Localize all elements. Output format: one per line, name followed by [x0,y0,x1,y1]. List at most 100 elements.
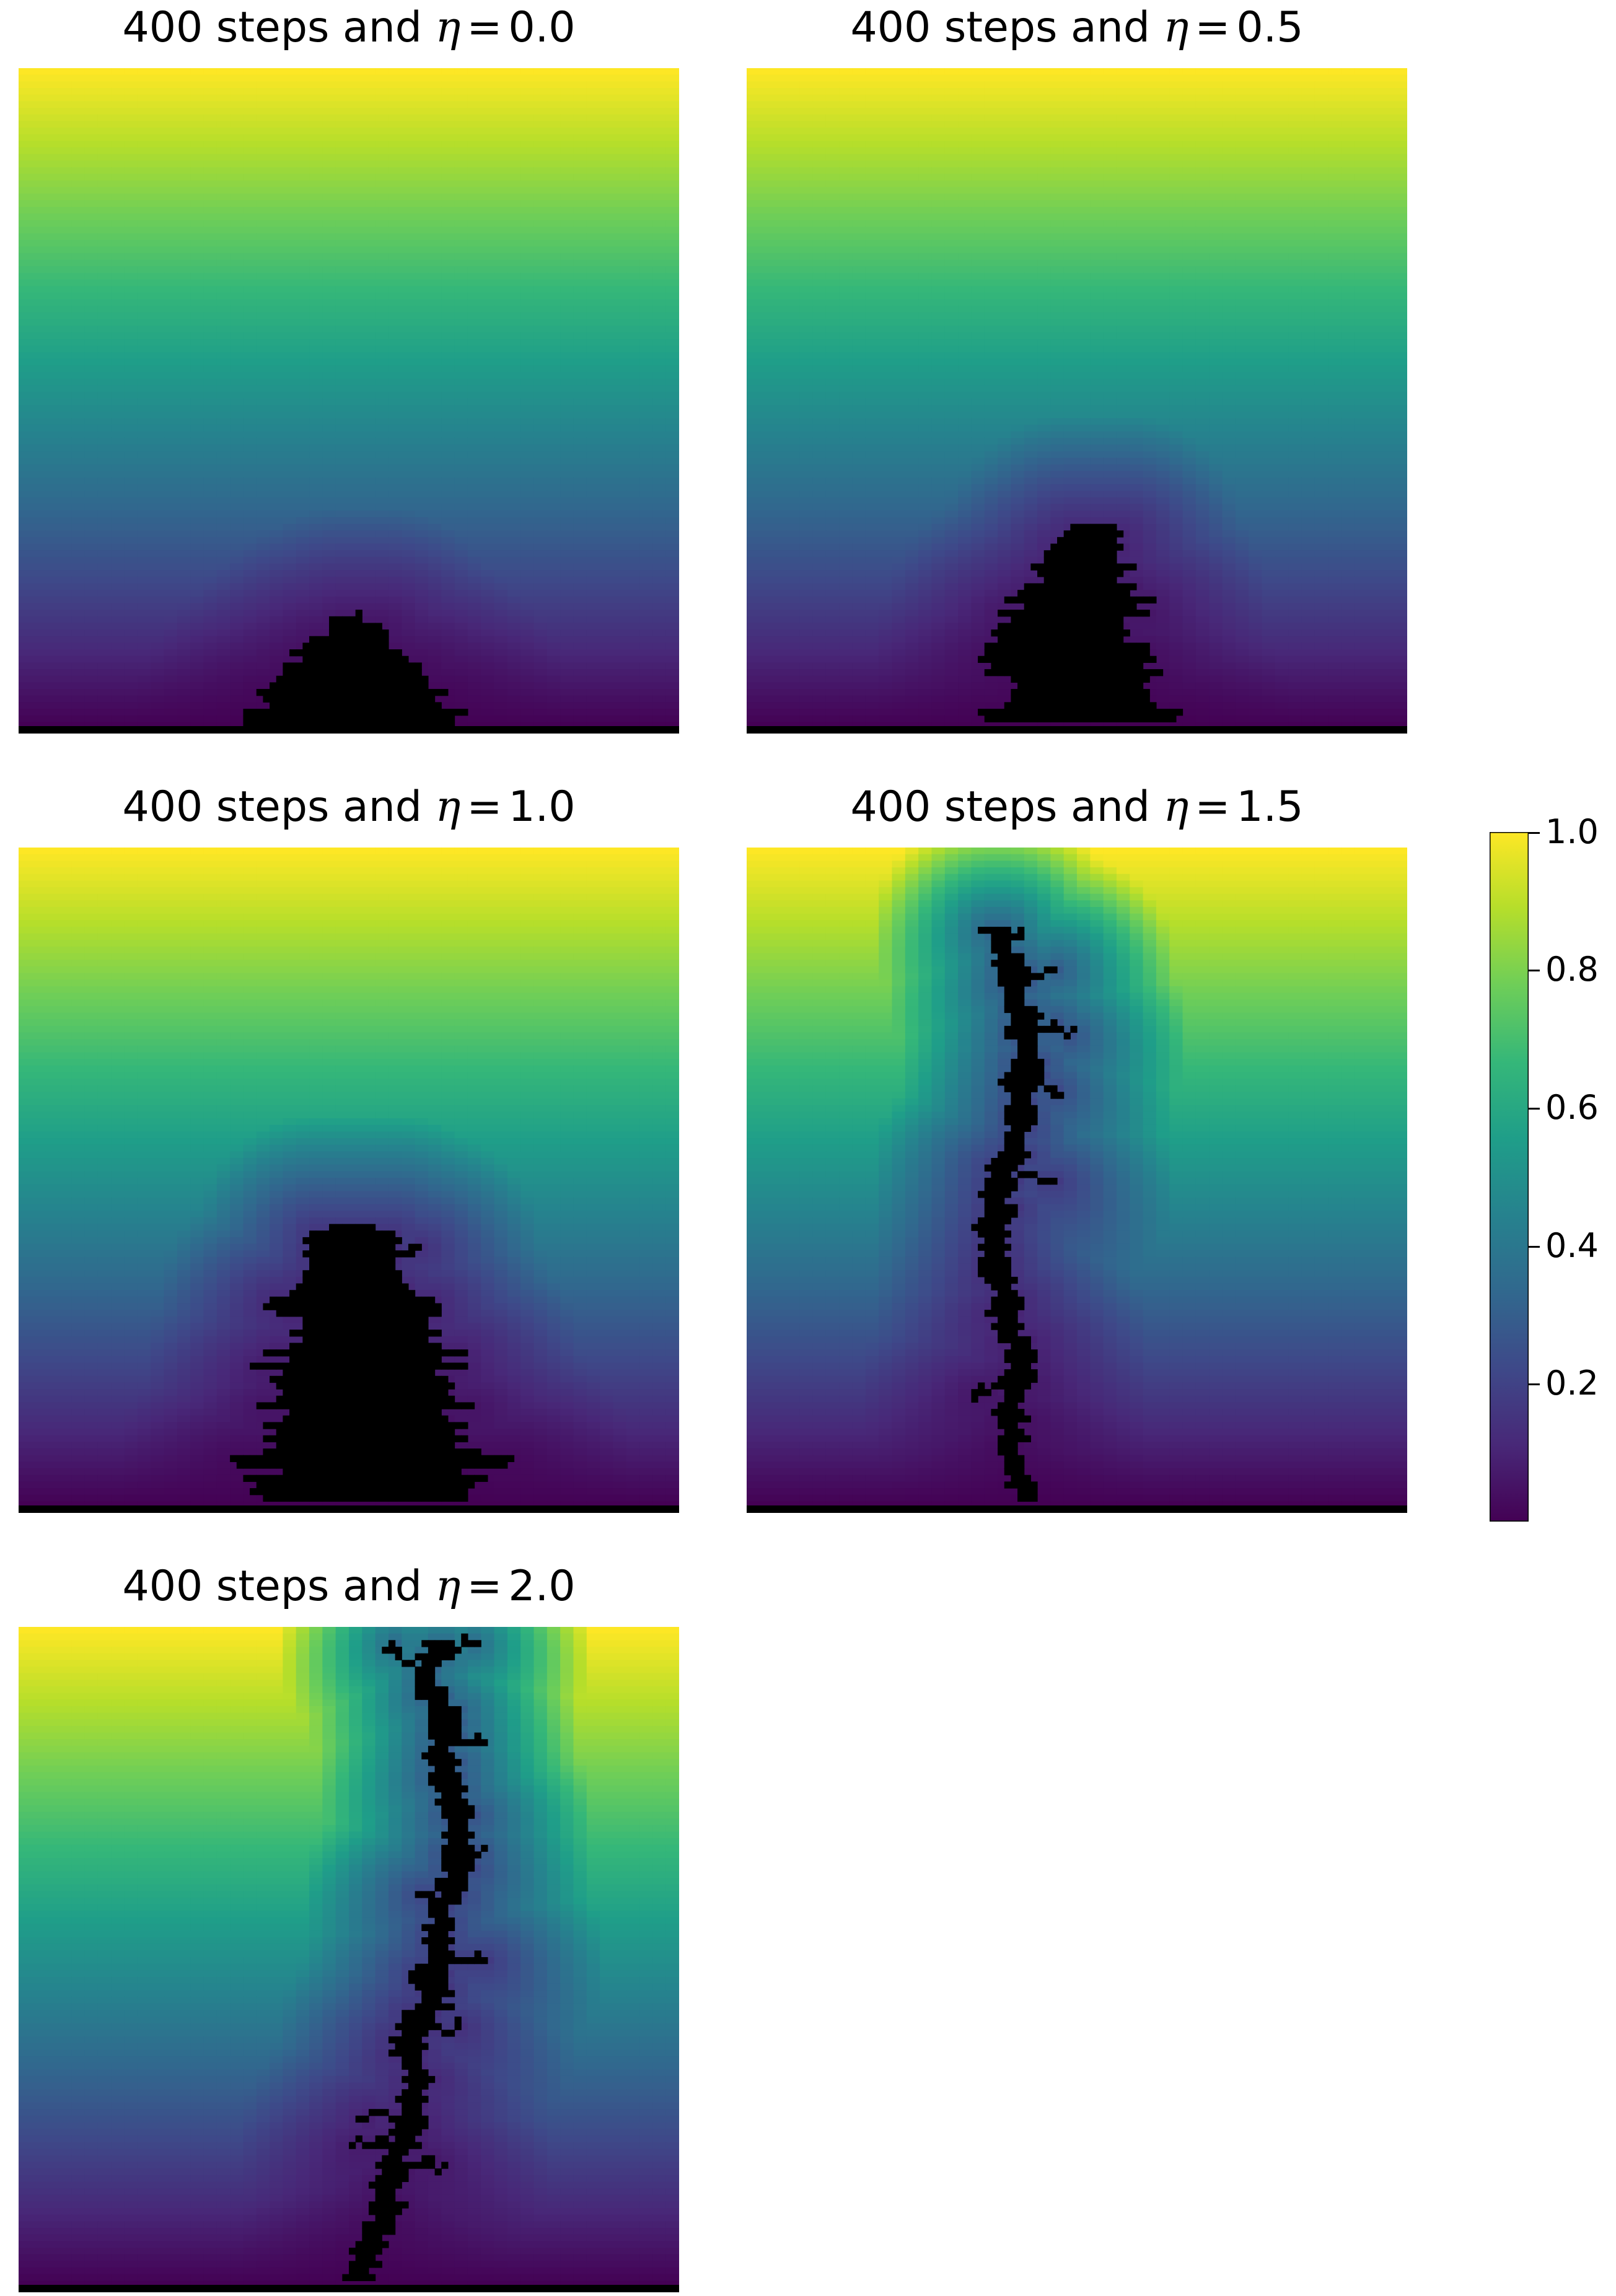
heatmap-cell [349,74,362,82]
heatmap-cell [362,570,376,577]
heatmap-cell [19,325,32,333]
heatmap-cell [71,260,86,267]
heatmap-cell [573,709,587,716]
heatmap-cell [349,385,362,392]
heatmap-cell [613,206,627,214]
heatmap-cell [652,583,667,590]
heatmap-cell [296,226,310,234]
heatmap-cell [111,260,125,267]
heatmap-cell [190,437,204,445]
heatmap-cell [362,325,376,333]
heatmap-cell [375,260,389,267]
heatmap-cell [177,722,191,729]
heatmap-cell [137,669,151,677]
heatmap-cell [388,101,402,108]
heatmap-cell [309,87,323,95]
heatmap-cell [573,675,587,683]
heatmap-cell [111,365,125,372]
heatmap-cell [402,484,416,491]
heatmap-cell [454,107,468,115]
heatmap-cell [190,576,204,584]
heatmap-cell [467,715,481,722]
heatmap-cell [137,675,151,683]
heatmap-cell [415,372,429,379]
heatmap-cell [547,279,561,287]
heatmap-cell [600,616,613,624]
heatmap-cell [415,240,429,247]
heatmap-cell [534,537,548,545]
heatmap-cell [375,345,389,353]
heatmap-cell [270,610,283,617]
heatmap-cell [243,134,257,141]
heatmap-cell [19,286,32,294]
heatmap-cell [164,305,178,313]
heatmap-cell [600,260,613,267]
heatmap-cell [481,411,495,419]
heatmap-cell [243,325,257,333]
heatmap-cell [283,517,297,525]
heatmap-cell [137,94,151,102]
heatmap-cell [177,154,191,161]
heatmap-cell [97,471,112,478]
heatmap-cell [586,543,600,551]
heatmap-cell [494,616,508,624]
heatmap-cell [402,273,416,280]
heatmap-cell [547,226,561,234]
heatmap-cell [560,107,574,115]
heatmap-cell [216,325,231,333]
heatmap-cell [349,444,362,452]
heatmap-cell [97,319,112,326]
heatmap-cell [151,451,165,458]
heatmap-cell [507,715,521,722]
heatmap-cell [481,603,495,610]
heatmap-cell [639,437,653,445]
heatmap-cell [560,213,574,221]
heatmap-cell [137,141,151,148]
heatmap-cell [309,345,323,353]
heatmap-cell [547,134,561,141]
heatmap-cell [494,319,508,326]
heatmap-cell [164,253,178,260]
heatmap-cell [322,186,336,195]
heatmap-cell [388,253,402,260]
heatmap-cell [402,213,416,221]
heatmap-cell [467,220,481,227]
heatmap-cell [507,471,521,478]
heatmap-cell [362,273,376,280]
heatmap-cell [600,457,613,465]
heatmap-cell [137,689,151,696]
heatmap-cell [84,629,99,637]
heatmap-cell [652,424,667,432]
heatmap-cell [639,240,653,247]
heatmap-cell [256,411,270,419]
heatmap-cell [362,246,376,254]
heatmap-cell [573,510,587,518]
heatmap-cell [428,359,442,366]
heatmap-cell [256,510,270,518]
heatmap-cell [375,213,389,221]
heatmap-cell [626,543,640,551]
heatmap-cell [97,464,112,471]
heatmap-cell [441,220,455,227]
heatmap-cell [19,497,32,505]
heatmap-cell [494,603,508,610]
heatmap-cell [573,233,587,240]
heatmap-cell [283,636,297,644]
heatmap-cell [309,246,323,254]
heatmap-cell [243,87,257,95]
heatmap-cell [547,629,561,637]
heatmap-cell [164,649,178,657]
heatmap-cell [32,662,46,670]
heatmap-cell [375,570,389,577]
heatmap-cell [283,530,297,538]
heatmap-cell [375,186,389,195]
heatmap-cell [97,87,112,95]
heatmap-cell [349,359,362,366]
heatmap-cell [203,636,217,644]
heatmap-cell [32,74,46,82]
heatmap-cell [58,253,72,260]
heatmap-cell [388,365,402,372]
heatmap-cell [600,510,613,518]
heatmap-cell [520,345,535,353]
heatmap-cell [375,240,389,247]
